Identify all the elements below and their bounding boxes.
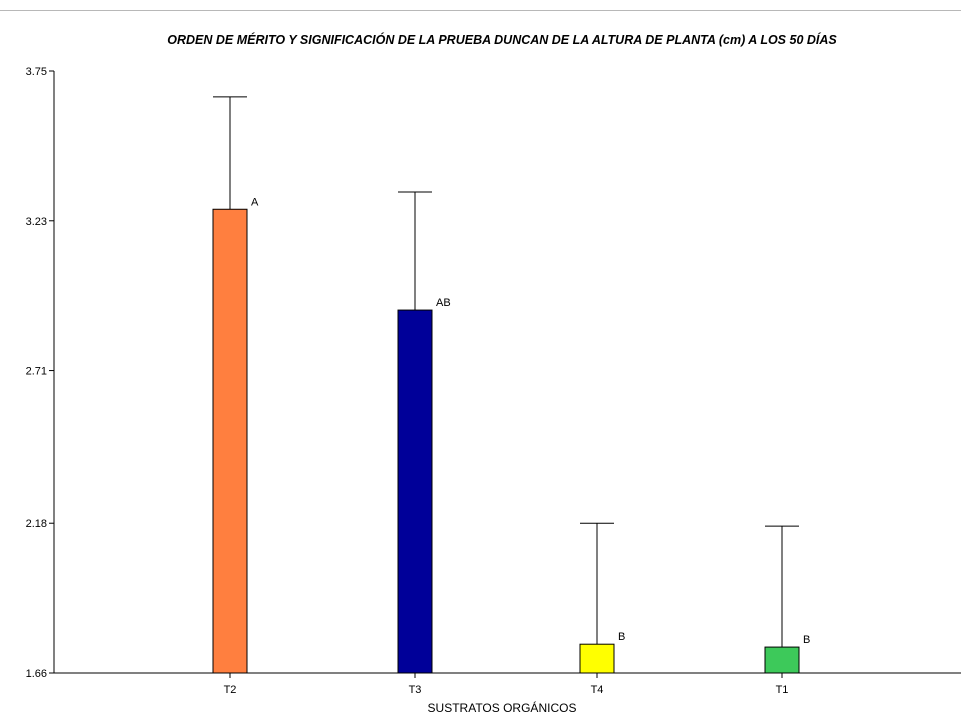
- x-axis-label: SUSTRATOS ORGÁNICOS: [428, 700, 577, 715]
- top-divider: [0, 10, 961, 11]
- chart-title: ORDEN DE MÉRITO Y SIGNIFICACIÓN DE LA PR…: [167, 32, 837, 47]
- y-axis: 1.66 2.18 2.71 3.23 3.75: [26, 66, 55, 680]
- y-tick-label: 2.18: [26, 518, 47, 530]
- x-tick-label-T2: T2: [224, 684, 237, 696]
- significance-label-T4: B: [618, 631, 625, 643]
- bars-group: A AB B B: [212, 96, 810, 674]
- x-axis: T2 T3 T4 T1: [54, 672, 961, 696]
- x-tick-label-T1: T1: [776, 684, 789, 696]
- x-tick-label-T3: T3: [409, 684, 422, 696]
- bar-T4: [579, 643, 615, 674]
- significance-label-T1: B: [803, 634, 810, 646]
- y-tick-label: 2.71: [26, 366, 47, 378]
- significance-label-T3: AB: [436, 297, 451, 309]
- y-tick-label: 1.66: [26, 668, 47, 680]
- y-tick-label: 3.23: [26, 216, 47, 228]
- y-tick-label: 3.75: [26, 66, 47, 78]
- bar-T2: [212, 208, 248, 674]
- significance-label-T2: A: [251, 196, 259, 208]
- x-tick-label-T4: T4: [591, 684, 604, 696]
- bar-T3: [397, 309, 433, 674]
- bar-T1: [764, 646, 800, 674]
